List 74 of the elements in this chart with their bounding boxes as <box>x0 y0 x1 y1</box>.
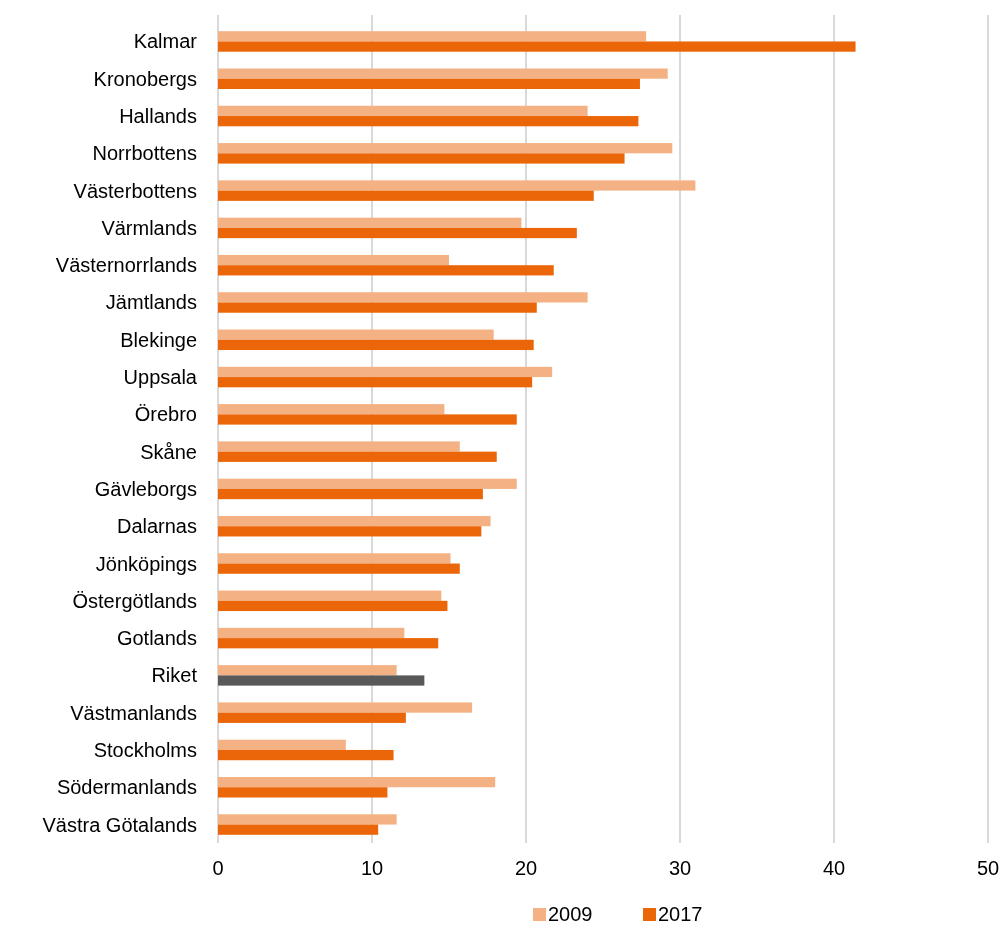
bar <box>218 292 588 303</box>
bar <box>218 190 594 201</box>
bar <box>218 180 696 191</box>
bar <box>218 488 483 500</box>
y-tick-label: Kronobergs <box>93 67 197 90</box>
bar <box>218 638 439 649</box>
bar <box>218 675 425 686</box>
y-tick-label: Kalmar <box>133 30 198 53</box>
bar <box>218 227 577 239</box>
bar <box>218 563 460 574</box>
bar <box>218 339 534 351</box>
bar <box>218 787 388 798</box>
bar <box>218 41 856 52</box>
y-tick-label: Västerbottens <box>73 179 197 202</box>
bar <box>218 739 346 750</box>
bar <box>218 31 647 42</box>
bar <box>218 627 405 639</box>
y-tick-label: Södermanlands <box>56 776 197 799</box>
bar <box>218 478 517 489</box>
bar <box>218 377 533 388</box>
bar <box>218 515 491 527</box>
bar <box>218 153 625 164</box>
bar <box>218 526 482 537</box>
bar <box>218 553 451 564</box>
bar <box>218 116 639 127</box>
y-tick-label: Västra Götalands <box>42 813 197 836</box>
bar <box>218 777 496 788</box>
y-tick-label: Dalarnas <box>116 515 197 538</box>
bar <box>218 105 588 117</box>
y-tick-label: Skåne <box>140 440 197 463</box>
y-tick-label: Blekinge <box>120 328 197 351</box>
y-tick-label: Östergötlands <box>72 589 197 612</box>
bar <box>218 441 460 452</box>
bar <box>218 329 494 340</box>
bar <box>218 404 445 415</box>
bar <box>218 143 673 154</box>
bar <box>218 254 449 266</box>
y-tick-label: Jämtlands <box>105 291 197 314</box>
y-tick-label: Örebro <box>134 403 197 426</box>
x-tick-label: 40 <box>822 857 846 879</box>
x-tick-label: 10 <box>360 857 384 879</box>
y-tick-label: Jönköpings <box>95 552 197 575</box>
y-tick-label: Norrbottens <box>92 142 197 165</box>
bar <box>218 302 537 313</box>
bar <box>218 749 394 761</box>
y-tick-label: Stockholms <box>93 738 197 761</box>
bar <box>218 68 668 79</box>
y-tick-label: Riket <box>151 664 198 687</box>
bar <box>218 217 522 228</box>
bar <box>218 366 553 378</box>
bar <box>218 814 397 825</box>
bar <box>218 265 554 276</box>
x-tick-label: 0 <box>212 857 224 879</box>
y-tick-label: Gävleborgs <box>94 477 197 500</box>
y-tick-label: Västmanlands <box>70 701 197 724</box>
y-tick-label: Västernorrlands <box>55 254 197 277</box>
bar <box>218 665 397 676</box>
y-tick-label: Gotlands <box>116 627 197 650</box>
y-tick-label: Uppsala <box>123 366 198 389</box>
y-tick-label: Värmlands <box>101 216 197 239</box>
bar <box>218 590 442 601</box>
bar <box>218 600 448 612</box>
bar <box>218 414 517 425</box>
x-tick-label: 50 <box>976 857 1000 879</box>
bar <box>218 451 497 462</box>
bar <box>218 78 640 89</box>
y-tick-label: Hallands <box>119 105 197 128</box>
legend-label: 2009 <box>548 903 593 925</box>
x-tick-label: 20 <box>514 857 538 879</box>
bar <box>218 702 473 713</box>
bar <box>218 824 379 835</box>
legend-label: 2017 <box>658 903 703 925</box>
x-tick-label: 30 <box>668 857 692 879</box>
bar <box>218 712 406 723</box>
